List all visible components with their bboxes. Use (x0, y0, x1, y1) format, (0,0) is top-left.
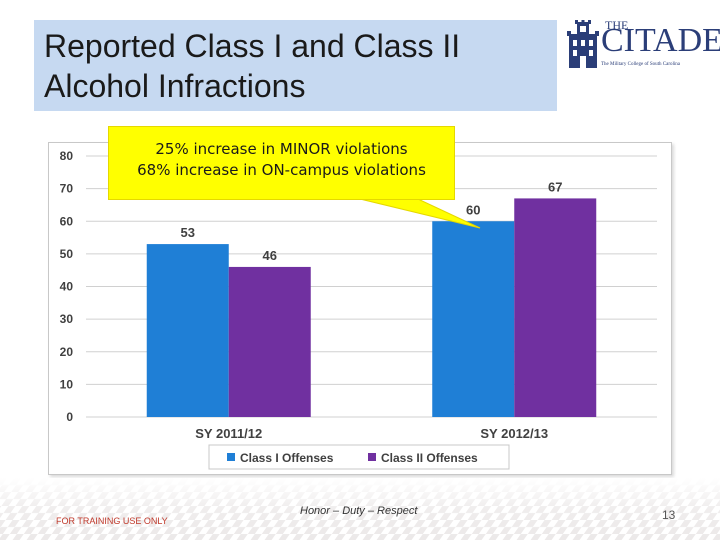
citadel-tower-icon (567, 20, 599, 68)
bar (146, 244, 229, 417)
footer-training-label: FOR TRAINING USE ONLY (56, 516, 168, 526)
footer-decoration (0, 478, 720, 540)
slide-title-line2: Alcohol Infractions (44, 68, 306, 104)
y-tick-label: 50 (60, 247, 74, 261)
y-tick-label: 20 (60, 345, 74, 359)
logo-name-text: CITADEL (601, 22, 720, 59)
legend-swatch (227, 453, 235, 461)
y-tick-label: 30 (60, 312, 74, 326)
callout-line1: 25% increase in MINOR violations (155, 140, 408, 158)
legend-label: Class I Offenses (240, 451, 334, 465)
bar (432, 221, 515, 417)
data-label: 67 (548, 179, 562, 194)
legend-label: Class II Offenses (381, 451, 478, 465)
slide-title-line1: Reported Class I and Class II (44, 28, 461, 64)
data-label: 60 (466, 202, 480, 217)
slide-title-box: Reported Class I and Class II Alcohol In… (34, 20, 557, 111)
y-tick-label: 60 (60, 214, 74, 228)
data-label: 53 (181, 225, 195, 240)
legend-box (208, 444, 510, 470)
y-tick-label: 10 (60, 377, 74, 391)
y-tick-label: 0 (66, 410, 73, 424)
logo-subtitle-text: The Military College of South Carolina (601, 62, 681, 67)
data-label: 46 (263, 248, 277, 263)
y-tick-label: 80 (60, 149, 74, 163)
x-tick-label: SY 2011/12 (195, 426, 262, 441)
footer-motto: Honor – Duty – Respect (300, 505, 418, 517)
y-tick-label: 40 (60, 280, 74, 294)
logo-the-text: THE (605, 18, 629, 32)
callout-line2: 68% increase in ON-campus violations (137, 161, 426, 179)
legend-swatch (368, 453, 376, 461)
bar (228, 266, 311, 417)
citadel-logo: THE CITADEL The Military College of Sout… (565, 18, 720, 72)
y-tick-label: 70 (60, 182, 74, 196)
callout-box: 25% increase in MINOR violations 68% inc… (108, 126, 455, 200)
slide-number: 13 (662, 508, 676, 522)
bar (514, 198, 597, 417)
x-tick-label: SY 2012/13 (480, 426, 548, 441)
